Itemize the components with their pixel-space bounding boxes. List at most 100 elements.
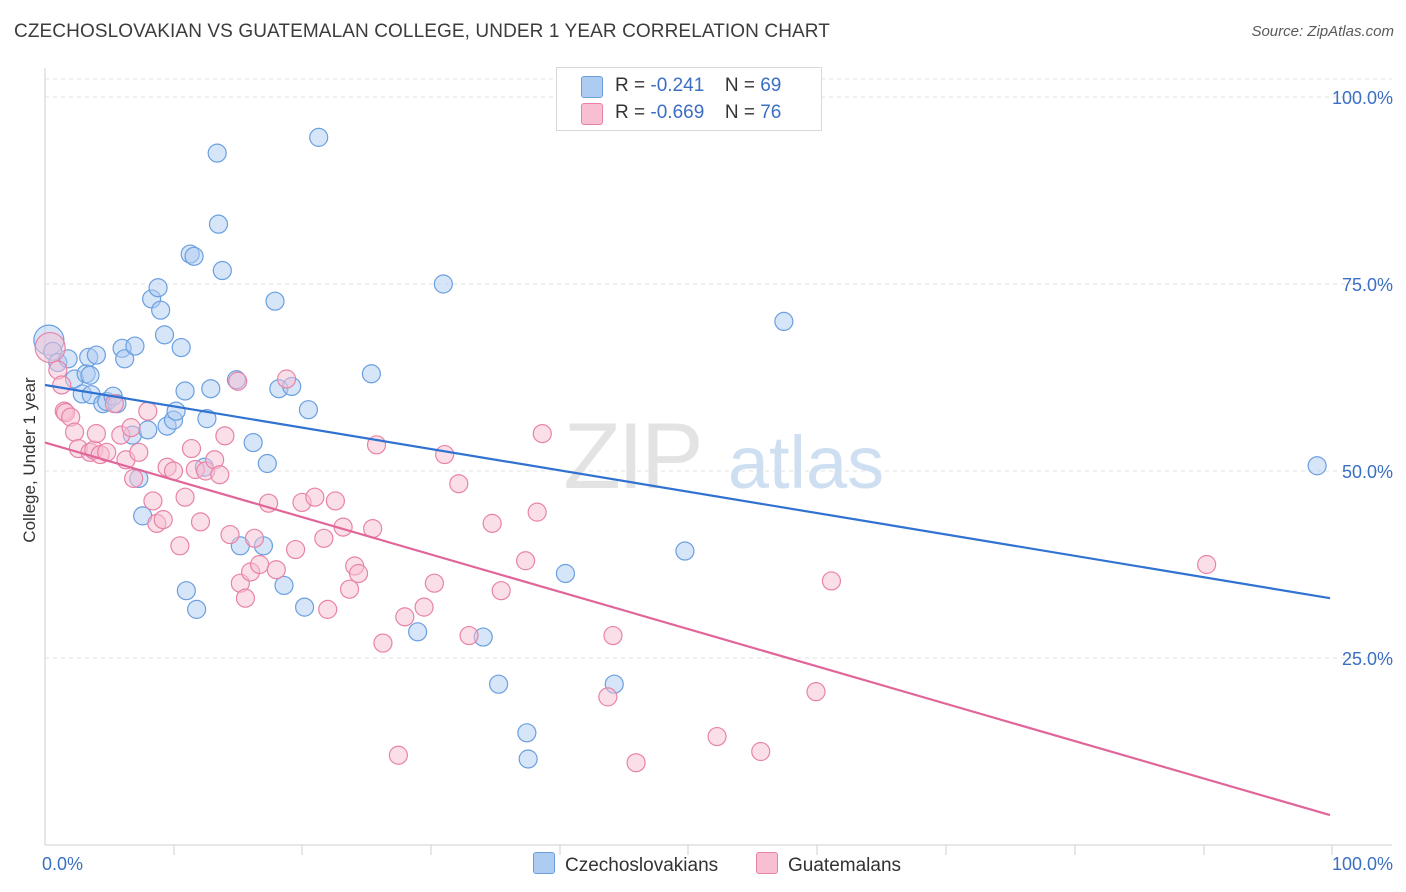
legend-r-label: R = — [615, 75, 646, 96]
data-point — [325, 491, 346, 511]
data-point — [104, 394, 124, 414]
data-point — [482, 513, 502, 533]
data-point — [154, 325, 175, 345]
data-point — [257, 453, 277, 474]
data-point — [395, 607, 415, 627]
data-point — [274, 575, 294, 596]
data-point — [361, 364, 381, 384]
trend-lines — [44, 383, 1331, 817]
data-point — [176, 581, 196, 601]
points-guatemalans — [34, 331, 1217, 773]
data-point — [153, 510, 173, 530]
data-point — [86, 345, 107, 365]
data-point — [603, 625, 623, 646]
legend-n-label: N = — [724, 75, 755, 96]
data-point — [207, 143, 227, 163]
y-tick-label: 100.0% — [1332, 88, 1393, 108]
data-point — [276, 369, 297, 389]
data-point — [318, 599, 338, 619]
data-point — [449, 474, 469, 494]
data-point — [138, 420, 158, 440]
legend-r-value: -0.241 — [650, 75, 705, 96]
data-point — [148, 278, 168, 298]
data-point — [212, 260, 232, 281]
data-point — [184, 246, 204, 266]
legend-r-label: R = — [615, 102, 646, 123]
data-point — [515, 551, 536, 571]
data-point — [175, 381, 195, 401]
data-point — [129, 442, 149, 462]
data-point — [235, 588, 256, 608]
watermark-zip: ZIP — [563, 403, 700, 508]
data-point — [433, 274, 453, 294]
x-tick-label: 100.0% — [1332, 854, 1393, 874]
data-point — [491, 581, 511, 601]
data-point — [175, 487, 195, 507]
data-point — [1307, 456, 1327, 476]
data-point — [151, 300, 171, 320]
data-point — [294, 597, 315, 617]
data-point — [821, 571, 842, 591]
y-tick-label: 50.0% — [1342, 462, 1393, 482]
legend-series-name: Guatemalans — [788, 855, 902, 876]
data-point — [115, 349, 135, 369]
data-point — [201, 379, 221, 399]
points-czechoslovakians — [33, 127, 1327, 769]
legend-swatch-pink — [581, 103, 603, 125]
y-tick-label: 25.0% — [1342, 649, 1393, 669]
data-point — [309, 127, 329, 147]
trend-line — [44, 441, 1331, 817]
tick-labels: 25.0% 50.0% 75.0% 100.0% 0.0% 100.0% — [42, 88, 1393, 874]
legend-n-value: 76 — [760, 102, 782, 123]
data-point — [424, 573, 444, 593]
data-point — [266, 560, 286, 580]
data-point — [121, 418, 141, 438]
stats-legend: R = -0.241 N = 69 R = -0.669 N = 76 — [556, 67, 822, 131]
data-point — [181, 438, 202, 459]
trend-line — [44, 383, 1331, 600]
data-point — [373, 633, 393, 653]
data-point — [339, 579, 360, 599]
data-point — [489, 674, 509, 694]
data-point — [348, 563, 369, 584]
data-point — [215, 426, 235, 446]
data-point — [190, 512, 211, 532]
data-point — [555, 563, 576, 584]
data-point — [707, 726, 727, 747]
data-point — [532, 424, 552, 444]
legend-swatch-blue — [581, 76, 603, 98]
data-point — [598, 687, 618, 707]
source-label: Source: ZipAtlas.com — [1251, 23, 1394, 40]
data-point — [170, 536, 190, 556]
data-point — [518, 749, 538, 769]
data-point — [517, 723, 537, 743]
data-point — [751, 741, 771, 762]
y-tick-label: 75.0% — [1342, 275, 1393, 295]
data-point — [806, 682, 826, 702]
legend-r-value: -0.669 — [650, 102, 705, 123]
data-point — [171, 337, 191, 358]
data-point — [305, 487, 325, 507]
data-point — [243, 432, 263, 453]
data-point — [527, 502, 547, 522]
chart-title: CZECHOSLOVAKIAN VS GUATEMALAN COLLEGE, U… — [14, 21, 830, 42]
data-point — [197, 409, 217, 429]
data-point — [187, 599, 207, 619]
series-legend-czechoslovakians: Czechoslovakians — [533, 852, 718, 877]
data-point — [210, 465, 230, 485]
data-point — [675, 541, 695, 561]
data-point — [124, 468, 144, 489]
data-point — [414, 597, 434, 617]
data-point — [52, 375, 72, 395]
data-point — [626, 753, 646, 773]
data-point — [285, 539, 306, 560]
data-point — [125, 336, 145, 356]
legend-series-name: Czechoslovakians — [565, 855, 719, 876]
data-point — [249, 554, 270, 575]
x-tick-label: 0.0% — [42, 854, 83, 874]
data-point — [143, 491, 163, 511]
legend-n-label: N = — [724, 102, 755, 123]
series-legend-guatemalans: Guatemalans — [756, 852, 901, 877]
watermark-atlas: atlas — [728, 421, 884, 504]
